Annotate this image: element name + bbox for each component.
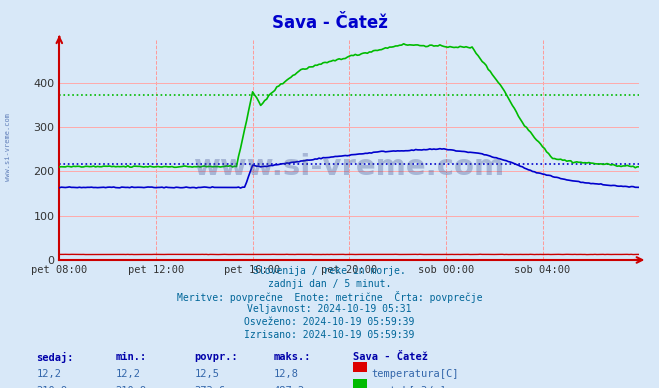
Text: Slovenija / reke in morje.: Slovenija / reke in morje.	[253, 266, 406, 276]
Text: zadnji dan / 5 minut.: zadnji dan / 5 minut.	[268, 279, 391, 289]
Text: www.si-vreme.com: www.si-vreme.com	[194, 153, 505, 181]
Text: Izrisano: 2024-10-19 05:59:39: Izrisano: 2024-10-19 05:59:39	[244, 330, 415, 340]
Text: min.:: min.:	[115, 352, 146, 362]
Bar	[353, 379, 367, 388]
Text: 12,2: 12,2	[115, 369, 140, 379]
Text: Meritve: povprečne  Enote: metrične  Črta: povprečje: Meritve: povprečne Enote: metrične Črta:…	[177, 291, 482, 303]
Text: 12,8: 12,8	[273, 369, 299, 379]
Text: 210,9: 210,9	[115, 386, 146, 388]
Text: 373,6: 373,6	[194, 386, 225, 388]
Text: Sava - Čatež: Sava - Čatež	[272, 14, 387, 31]
Text: www.si-vreme.com: www.si-vreme.com	[5, 113, 11, 182]
Text: sedaj:: sedaj:	[36, 352, 74, 363]
Text: Sava - Čatež: Sava - Čatež	[353, 352, 428, 362]
Text: pretok[m3/s]: pretok[m3/s]	[371, 386, 446, 388]
Text: Osveženo: 2024-10-19 05:59:39: Osveženo: 2024-10-19 05:59:39	[244, 317, 415, 327]
Text: maks.:: maks.:	[273, 352, 311, 362]
Text: povpr.:: povpr.:	[194, 352, 238, 362]
Text: 12,5: 12,5	[194, 369, 219, 379]
Text: temperatura[C]: temperatura[C]	[371, 369, 459, 379]
Text: Veljavnost: 2024-10-19 05:31: Veljavnost: 2024-10-19 05:31	[247, 304, 412, 314]
Text: 12,2: 12,2	[36, 369, 61, 379]
Text: 210,9: 210,9	[36, 386, 67, 388]
Text: 487,2: 487,2	[273, 386, 304, 388]
Bar	[353, 362, 367, 372]
